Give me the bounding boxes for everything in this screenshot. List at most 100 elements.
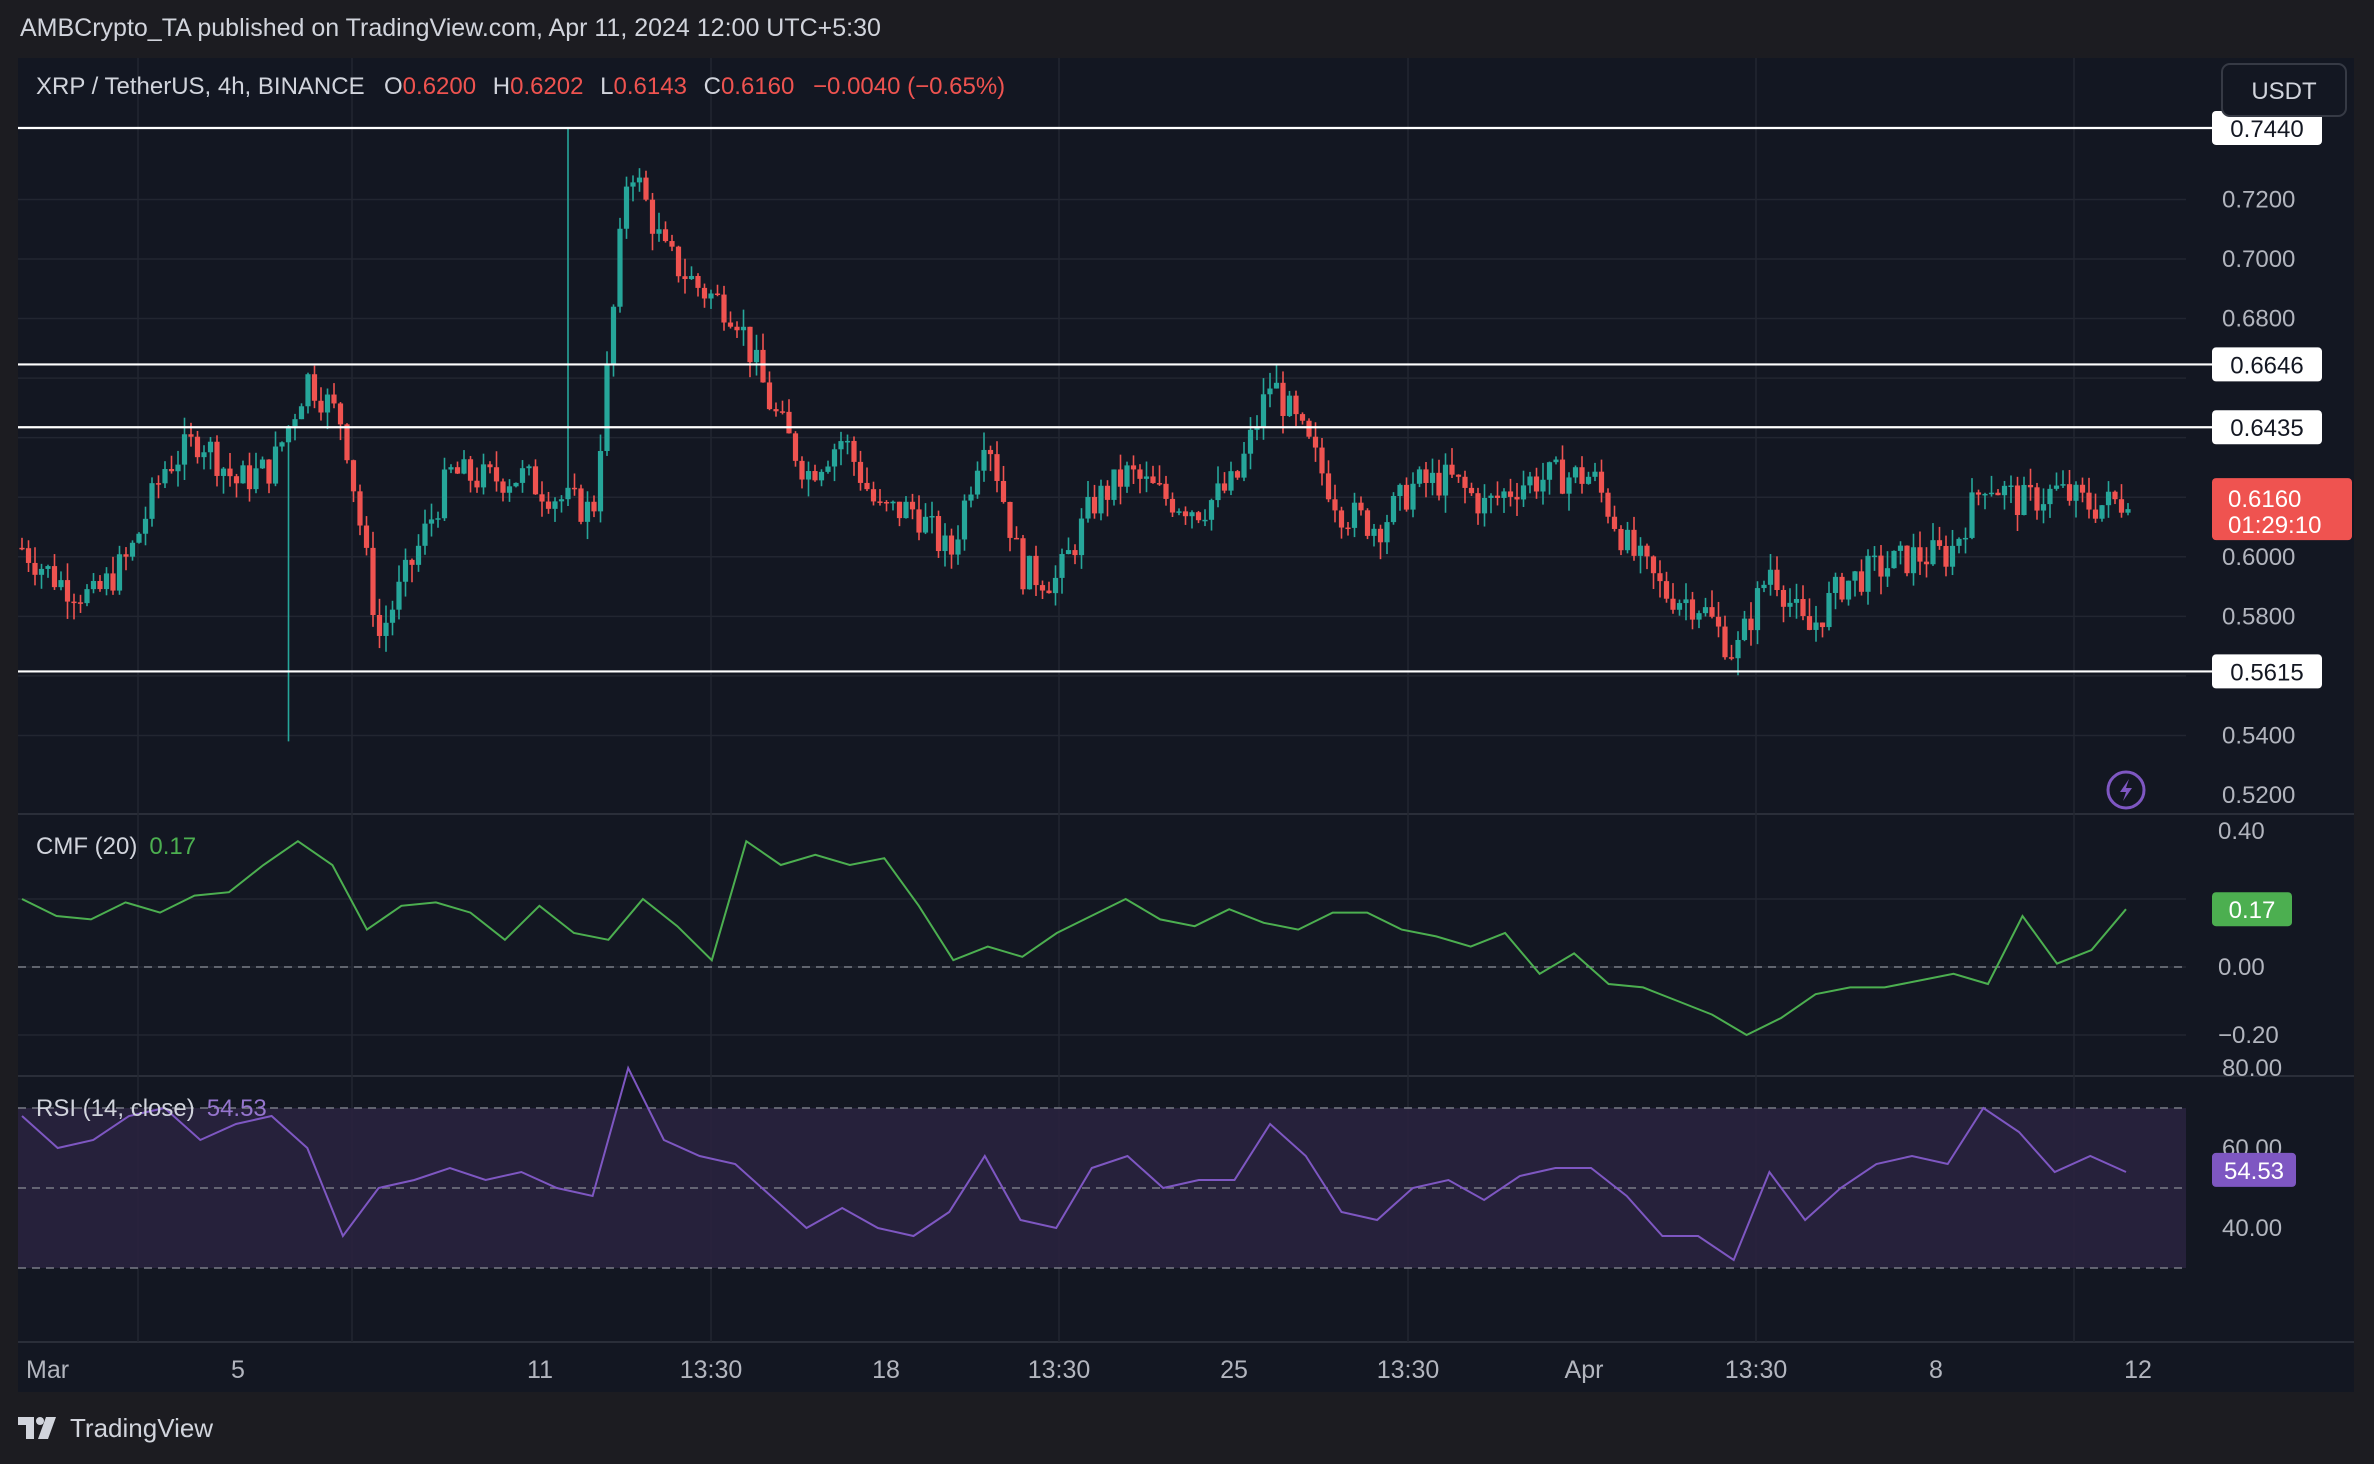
candle-body	[344, 424, 350, 461]
candle-body	[1254, 426, 1260, 430]
cmf-tick-label: 0.00	[2218, 954, 2265, 981]
candle-body	[916, 509, 922, 533]
high-value: 0.6202	[510, 73, 583, 100]
low-value: 0.6143	[614, 73, 687, 100]
candle-body	[1891, 550, 1897, 569]
level-label: 0.7440	[2230, 116, 2303, 143]
candle-body	[1072, 550, 1078, 556]
candle-body	[1819, 622, 1826, 628]
candle-body	[571, 487, 578, 490]
candle-body	[1878, 555, 1884, 577]
tradingview-logo-icon	[18, 1417, 56, 1439]
price-chart-svg[interactable]: 0.7440 0.6646 0.6435 0.5615 0.7200 0.7000 0.6…	[18, 58, 2354, 1392]
footer[interactable]: TradingView	[18, 1408, 213, 1448]
candle-body	[77, 602, 84, 604]
horizontal-levels[interactable]: 0.7440 0.6646 0.6435 0.5615	[18, 110, 2322, 689]
candle-body	[1351, 502, 1358, 528]
candle-body	[123, 554, 129, 557]
candle-body	[753, 349, 760, 363]
candle-body	[136, 533, 142, 543]
candle-body	[1793, 598, 1800, 603]
candle-body	[350, 460, 357, 492]
candle-body	[656, 229, 662, 234]
candle-body	[253, 468, 259, 490]
candle-body	[760, 349, 766, 383]
candle-body	[649, 199, 656, 234]
candle-body	[2040, 504, 2047, 511]
candle-body	[2073, 484, 2079, 501]
candle-body	[233, 476, 240, 484]
currency-label: USDT	[2251, 78, 2317, 105]
cmf-badge	[2212, 892, 2292, 927]
candle-body	[376, 615, 383, 636]
cmf-tick-label: −0.20	[2218, 1022, 2279, 1049]
candle-body	[45, 566, 51, 569]
candle-body	[773, 409, 779, 412]
lightning-icon[interactable]	[2106, 770, 2146, 810]
candle-body	[1650, 556, 1657, 574]
axis-labels: 0.7200 0.7000 0.6800 0.6000 0.5800 0.5400 0.52…	[26, 186, 2352, 1384]
candle-body	[2008, 485, 2014, 487]
candle-body	[1936, 540, 1943, 546]
current-price-badge	[2212, 478, 2352, 541]
candle-body	[1156, 483, 1163, 485]
candle-body	[766, 382, 773, 410]
candle-body	[2014, 485, 2021, 516]
candle-body	[539, 494, 545, 502]
candle-body	[896, 501, 903, 519]
candle-body	[1702, 607, 1709, 614]
change-value: −0.0040 (−0.65%)	[813, 73, 1005, 100]
candle-body	[740, 326, 747, 331]
cmf-title: CMF (20)	[36, 833, 137, 860]
candle-body	[331, 394, 337, 404]
candle-body	[870, 489, 877, 502]
candle-body	[188, 434, 194, 437]
candle-body	[1813, 622, 1819, 630]
candle-body	[597, 451, 604, 512]
time-tick-label: 18	[872, 1356, 900, 1384]
candle-body	[461, 459, 467, 474]
candle-body	[2079, 484, 2086, 493]
candle-body	[864, 482, 870, 490]
candle-body	[961, 500, 968, 540]
candle-body	[1683, 599, 1689, 604]
candle-body	[1520, 485, 1527, 500]
candle-body	[974, 470, 981, 495]
candle-body	[298, 406, 305, 420]
candle-body	[1163, 483, 1169, 499]
candle-body	[1501, 491, 1507, 498]
candle-body	[721, 294, 727, 323]
candle-body	[51, 566, 58, 588]
candle-body	[2053, 485, 2060, 489]
candle-body	[714, 293, 721, 296]
candle-body	[1559, 459, 1566, 494]
candle-body	[987, 449, 994, 455]
candle-body	[1943, 545, 1949, 567]
candle-body	[1137, 469, 1143, 479]
candle-body	[181, 434, 188, 465]
candle-body	[2021, 484, 2027, 516]
time-tick-label: 13:30	[1377, 1356, 1440, 1384]
candle-body	[1228, 471, 1234, 491]
candle-body	[1579, 467, 1585, 484]
candle-body	[1904, 545, 1910, 574]
candle-body	[610, 306, 617, 364]
close-label: C	[704, 73, 721, 100]
price-tick-label: 0.5800	[2222, 603, 2295, 630]
candle-body	[1124, 465, 1130, 487]
candle-body	[1767, 569, 1774, 585]
candle-body	[1644, 545, 1650, 557]
time-tick-label: 8	[1929, 1356, 1943, 1384]
chart-area[interactable]: 0.7440 0.6646 0.6435 0.5615 0.7200 0.7000 0.6…	[18, 58, 2354, 1392]
candle-body	[201, 452, 207, 458]
candle-body	[97, 580, 103, 590]
candle-body	[695, 275, 701, 288]
currency-button[interactable]: USDT	[2221, 63, 2347, 117]
candle-body	[1566, 477, 1572, 494]
countdown-label: 01:29:10	[2228, 512, 2321, 539]
candle-body	[1722, 626, 1728, 658]
publisher-line: AMBCrypto_TA published on TradingView.co…	[20, 14, 881, 42]
candle-body	[1592, 471, 1598, 477]
candle-body	[415, 545, 422, 565]
candle-body	[1585, 476, 1592, 484]
